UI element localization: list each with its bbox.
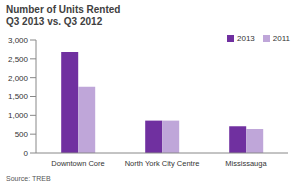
svg-text:1,000: 1,000 <box>8 111 29 120</box>
svg-text:3,000: 3,000 <box>8 36 29 45</box>
svg-text:2,000: 2,000 <box>8 74 29 83</box>
svg-text:2,500: 2,500 <box>8 55 29 64</box>
svg-text:1,500: 1,500 <box>8 92 29 101</box>
html-text:Number of Units Rented: Number of Units Rented <box>6 4 121 15</box>
svg-text:Downtown Core: Downtown Core <box>51 159 104 168</box>
svg-text:Mississauga: Mississauga <box>225 159 267 168</box>
html-text:2011: 2011 <box>272 34 290 43</box>
svg-text:0: 0 <box>24 149 29 158</box>
html-text:2013: 2013 <box>237 34 255 43</box>
html-text:Source: TREB: Source: TREB <box>6 175 51 182</box>
html-text:Q3 2013 vs. Q3 2012: Q3 2013 vs. Q3 2012 <box>6 16 103 27</box>
svg-text:North York City Centre: North York City Centre <box>125 159 200 168</box>
svg-text:500: 500 <box>15 130 29 139</box>
